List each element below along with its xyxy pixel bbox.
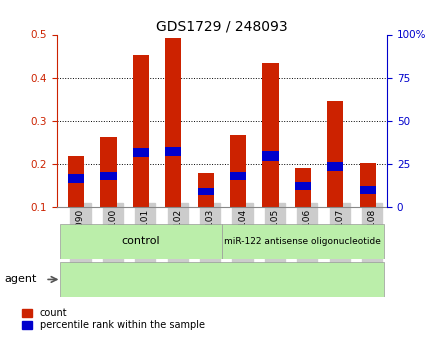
Bar [132,148,148,157]
Bar [165,38,181,207]
Bar [294,168,310,207]
Bar [132,55,148,207]
Bar [230,135,246,207]
Title: GDS1729 / 248093: GDS1729 / 248093 [156,19,287,33]
Bar [326,162,342,171]
Bar [197,188,213,195]
Bar [197,173,213,207]
Text: control: control [121,237,160,246]
Bar [59,224,221,259]
Bar [359,162,375,207]
Bar [68,156,84,207]
Text: agent: agent [4,275,36,284]
Text: miR-122 antisense oligonucleotide: miR-122 antisense oligonucleotide [224,237,381,246]
Bar [326,101,342,207]
Bar [262,151,278,161]
Bar [165,147,181,156]
Bar [359,186,375,194]
Bar [221,224,383,259]
Bar [68,174,84,183]
Bar [230,172,246,180]
Bar [294,182,310,190]
Bar [100,172,116,180]
Bar [262,62,278,207]
Bar [100,137,116,207]
Legend: count, percentile rank within the sample: count, percentile rank within the sample [22,308,204,331]
